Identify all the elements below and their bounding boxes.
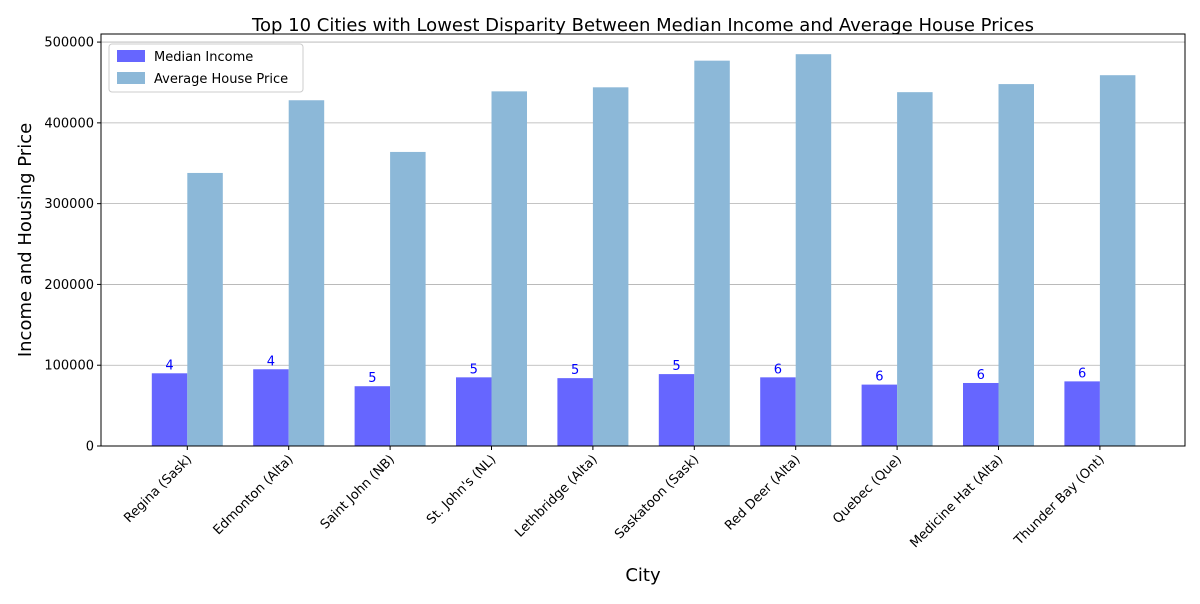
- legend-label-average-house-price: Average House Price: [154, 72, 288, 87]
- bar-labels: 4 4 5 5 5 5 6 6 6 6: [165, 354, 1086, 386]
- legend: Median Income Average House Price: [108, 43, 304, 93]
- chart-title: Top 10 Cities with Lowest Disparity Betw…: [251, 15, 1034, 36]
- x-tick-label: Red Deer (Alta): [722, 452, 803, 533]
- legend-box: [108, 43, 304, 93]
- bar-average-house-price: [592, 87, 629, 446]
- bar-median-income: [456, 377, 492, 446]
- y-tick-label: 100000: [44, 359, 94, 374]
- legend-swatch-average-house-price: [117, 72, 145, 84]
- bar-average-house-price: [288, 100, 325, 446]
- bar-data-label: 5: [470, 362, 478, 377]
- bars: [151, 54, 1136, 447]
- x-tick-label: Edmonton (Alta): [211, 452, 297, 538]
- bar-median-income: [861, 384, 898, 446]
- y-axis-label: Income and Housing Price: [15, 123, 36, 357]
- bar-data-label: 6: [774, 362, 782, 377]
- bar-average-house-price: [694, 60, 730, 447]
- y-tick-label: 200000: [44, 278, 94, 293]
- bar-average-house-price: [491, 91, 527, 446]
- bar-median-income: [253, 369, 289, 446]
- bar-median-income: [658, 374, 695, 446]
- x-tick-label: St. John's (NL): [424, 452, 499, 527]
- bar-data-label: 5: [672, 359, 680, 374]
- x-axis: Regina (Sask) Edmonton (Alta) Saint John (…: [121, 446, 1108, 551]
- legend-label-median-income: Median Income: [154, 50, 253, 65]
- x-tick-label: Lethbridge (Alta): [512, 452, 600, 540]
- bar-median-income: [151, 373, 188, 446]
- bar-median-income: [760, 377, 796, 446]
- bar-data-label: 4: [165, 358, 173, 373]
- x-axis-label: City: [625, 565, 661, 586]
- bar-data-label: 4: [267, 354, 275, 369]
- bar-median-income: [963, 382, 999, 446]
- x-tick-label: Regina (Sask): [121, 452, 195, 526]
- x-tick-label: Saskatoon (Sask): [612, 452, 702, 542]
- y-tick-label: 400000: [44, 116, 94, 131]
- x-tick-label: Thunder Bay (Ont): [1011, 452, 1108, 549]
- y-tick-label: 500000: [44, 36, 94, 51]
- bar-data-label: 5: [368, 371, 376, 386]
- y-axis: 0 100000 200000 300000 400000 500000: [44, 36, 101, 455]
- plot-frame: [100, 33, 1186, 447]
- legend-swatch-median-income: [117, 50, 145, 62]
- bar-average-house-price: [795, 54, 832, 447]
- bar-data-label: 6: [977, 368, 985, 383]
- bar-average-house-price: [897, 92, 933, 446]
- bar-average-house-price: [390, 151, 426, 446]
- y-tick-label: 300000: [44, 197, 94, 212]
- x-tick-label: Saint John (NB): [318, 452, 398, 532]
- bar-median-income: [1064, 381, 1100, 446]
- x-tick-label: Quebec (Que): [830, 452, 905, 527]
- bar-data-label: 5: [571, 363, 579, 378]
- bar-data-label: 6: [875, 370, 883, 385]
- bar-average-house-price: [998, 84, 1034, 446]
- bar-median-income: [354, 386, 391, 446]
- x-tick-label: Medicine Hat (Alta): [907, 452, 1006, 551]
- y-tick-label: 0: [86, 440, 94, 455]
- bar-median-income: [557, 378, 593, 446]
- bar-data-label: 6: [1078, 366, 1086, 381]
- bar-average-house-price: [1099, 75, 1136, 446]
- bar-average-house-price: [187, 172, 223, 446]
